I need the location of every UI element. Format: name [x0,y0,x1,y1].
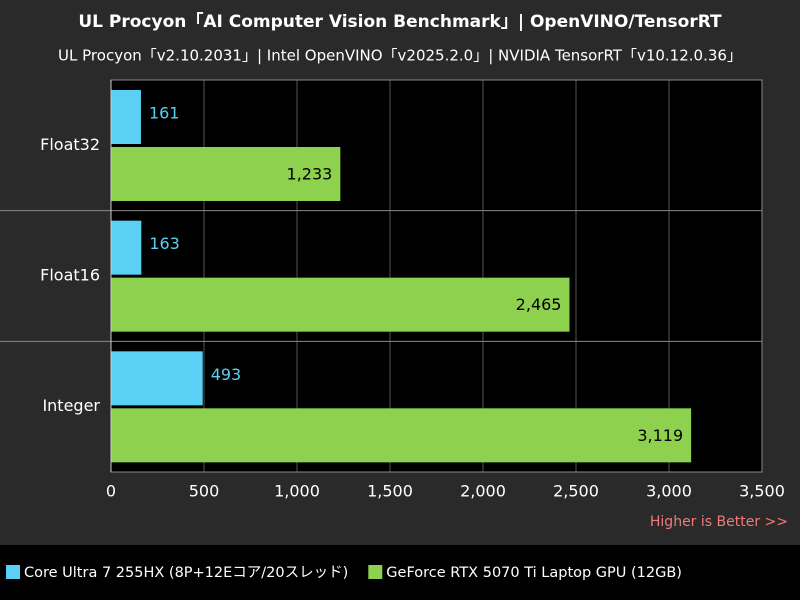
legend-swatch [6,565,20,579]
value-label: 1,233 [287,165,333,184]
legend-swatch [368,565,383,579]
y-tick-label: Integer [42,396,100,415]
bar [111,408,692,463]
y-tick-label: Float32 [40,135,100,154]
x-tick-label: 0 [106,482,116,501]
bar [111,90,141,144]
value-label: 2,465 [516,295,562,314]
value-label: 493 [211,365,242,384]
x-tick-label: 3,500 [739,482,785,501]
value-label: 163 [149,234,180,253]
x-tick-label: 3,000 [646,482,692,501]
legend-label: Core Ultra 7 255HX (8P+12Eコア/20スレッド) [24,565,348,581]
plot-area [111,80,762,472]
annotation: Higher is Better >> [650,514,788,530]
legend-background [0,545,800,600]
y-tick-label: Float16 [40,266,100,285]
x-tick-label: 1,500 [367,482,413,501]
x-tick-label: 2,500 [553,482,599,501]
x-tick-label: 500 [189,482,220,501]
x-tick-label: 1,000 [274,482,320,501]
bar [111,351,203,406]
chart-subtitle: UL Procyon「v2.10.2031」| Intel OpenVINO「v… [58,47,742,65]
x-tick-label: 2,000 [460,482,506,501]
bar [111,277,570,332]
bar [111,147,341,201]
legend-label: GeForce RTX 5070 Ti Laptop GPU (12GB) [386,565,682,581]
value-label: 3,119 [637,426,683,445]
chart-title: UL Procyon「AI Computer Vision Benchmark」… [78,11,722,32]
bar [111,220,142,275]
value-label: 161 [149,104,180,123]
